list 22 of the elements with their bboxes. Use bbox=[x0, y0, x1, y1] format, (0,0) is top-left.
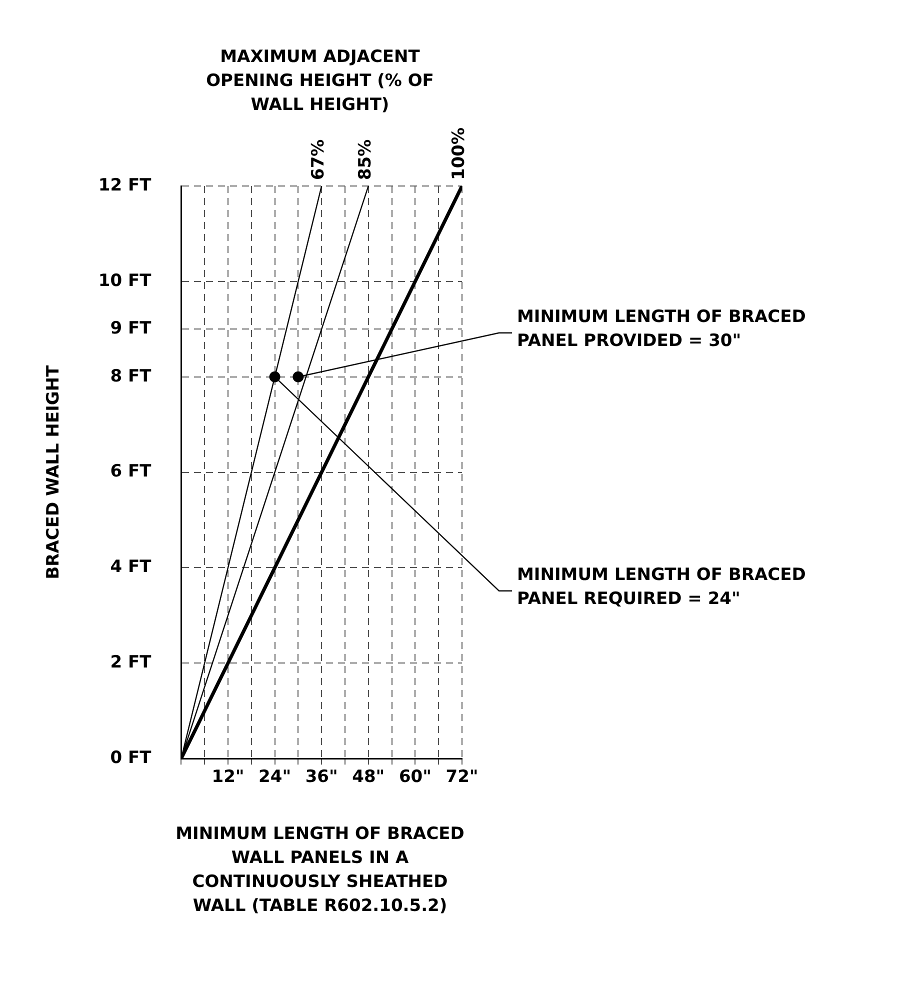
y-tick-label: 9 FT bbox=[110, 318, 152, 339]
y-tick-label: 12 FT bbox=[98, 175, 152, 196]
x-axis-title: MINIMUM LENGTH OF BRACED WALL PANELS IN A CONTINUOUSLY SHEATHED WALL (TABLE R602.10.5.2) bbox=[174, 823, 466, 918]
y-tick-label: 4 FT bbox=[110, 557, 152, 578]
y-tick-label: 10 FT bbox=[98, 270, 152, 291]
y-tick-label: 8 FT bbox=[110, 366, 152, 386]
text: 100% bbox=[448, 127, 469, 180]
y-tick-label: 0 FT bbox=[110, 748, 152, 768]
y-axis-title: BRACED WALL HEIGHT bbox=[44, 364, 64, 580]
legend-title: MAXIMUM ADJACENT OPENING HEIGHT (% OF WALL HEIGHT) bbox=[205, 46, 435, 117]
y-tick-label: 6 FT bbox=[110, 462, 152, 482]
x-tick-label: 24" bbox=[258, 767, 292, 788]
annotation: MINIMUM LENGTH OF BRACED PANEL REQUIRED = 24" bbox=[517, 564, 806, 609]
x-tick-label: 60" bbox=[398, 767, 432, 788]
y-tick-label: 2 FT bbox=[110, 652, 152, 673]
x-tick-label: 36" bbox=[305, 767, 338, 788]
x-tick-label: 48" bbox=[352, 767, 385, 788]
text: 85% bbox=[355, 139, 376, 180]
annotation: MINIMUM LENGTH OF BRACED PANEL PROVIDED = 30" bbox=[517, 306, 806, 351]
x-tick-label: 72" bbox=[446, 767, 478, 788]
x-tick-label: 12" bbox=[212, 767, 244, 788]
text: 67% bbox=[308, 139, 329, 180]
